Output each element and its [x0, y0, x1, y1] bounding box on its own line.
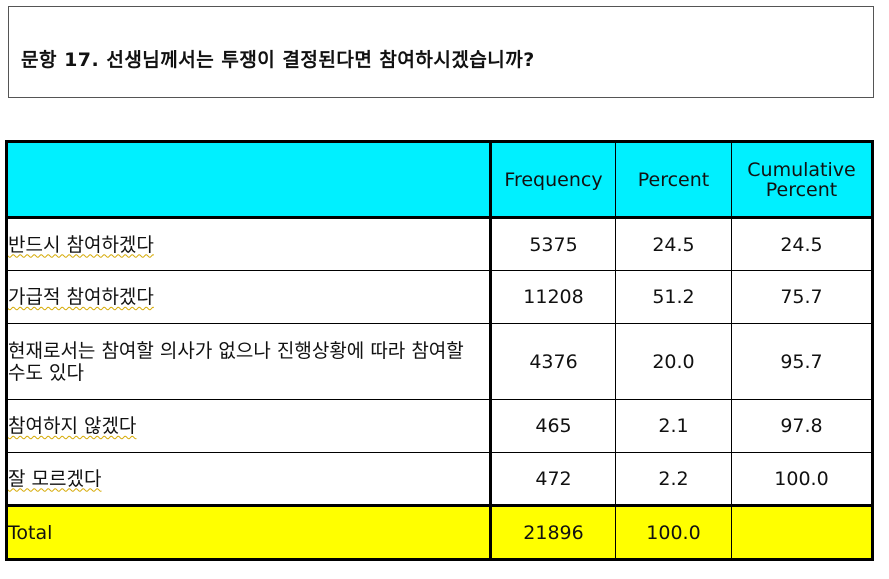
header-cumulative-line1: Cumulative	[747, 158, 856, 181]
row-percent: 24.5	[615, 217, 732, 271]
row-label-text: 가급적 참여하겠다	[8, 286, 154, 308]
row-frequency: 465	[490, 399, 616, 453]
header-cumulative-percent: Cumulative Percent	[731, 141, 873, 219]
row-percent: 2.2	[615, 452, 732, 506]
question-box: 문항 17. 선생님께서는 투쟁이 결정된다면 참여하시겠습니까?	[8, 6, 874, 98]
row-label-text: 반드시 참여하겠다	[8, 233, 154, 256]
row-label: 현재로서는 참여할 의사가 없으나 진행상황에 따라 참여할 수도 있다	[6, 323, 492, 400]
table-header-row: Frequency Percent Cumulative Percent	[6, 141, 873, 219]
frequency-table: Frequency Percent Cumulative Percent 반드시…	[5, 140, 874, 561]
row-percent: 2.1	[615, 399, 732, 453]
row-label-text: 참여하지 않겠다	[8, 415, 137, 437]
row-frequency: 11208	[490, 270, 616, 324]
total-cumulative	[731, 504, 873, 560]
row-label: 가급적 참여하겠다	[6, 270, 492, 324]
header-cumulative-line2: Percent	[765, 178, 838, 201]
row-label: 잘 모르겠다	[6, 452, 492, 506]
total-frequency: 21896	[490, 504, 616, 560]
table-row: 가급적 참여하겠다 11208 51.2 75.7	[6, 270, 873, 324]
row-cumulative: 100.0	[731, 452, 873, 506]
question-title: 문항 17. 선생님께서는 투쟁이 결정된다면 참여하시겠습니까?	[21, 49, 535, 71]
total-label: Total	[6, 504, 492, 560]
row-cumulative: 97.8	[731, 399, 873, 453]
row-percent: 20.0	[615, 323, 732, 400]
row-frequency: 5375	[490, 217, 616, 271]
table-row: 참여하지 않겠다 465 2.1 97.8	[6, 399, 873, 453]
row-cumulative: 75.7	[731, 270, 873, 324]
table-row: 잘 모르겠다 472 2.2 100.0	[6, 452, 873, 506]
row-cumulative: 95.7	[731, 323, 873, 400]
row-percent: 51.2	[615, 270, 732, 324]
row-frequency: 472	[490, 452, 616, 506]
table-row: 반드시 참여하겠다 5375 24.5 24.5	[6, 217, 873, 271]
row-label: 참여하지 않겠다	[6, 399, 492, 453]
row-label-text: 현재로서는 참여할 의사가 없으나 진행상황에 따라 참여할 수도 있다	[8, 339, 464, 384]
row-label-text: 잘 모르겠다	[8, 467, 102, 490]
header-empty-cell	[6, 141, 492, 219]
row-label: 반드시 참여하겠다	[6, 217, 492, 271]
header-frequency: Frequency	[490, 141, 616, 219]
header-percent: Percent	[615, 141, 732, 219]
row-cumulative: 24.5	[731, 217, 873, 271]
total-row: Total 21896 100.0	[6, 504, 873, 560]
total-percent: 100.0	[615, 504, 732, 560]
table-row: 현재로서는 참여할 의사가 없으나 진행상황에 따라 참여할 수도 있다 437…	[6, 323, 873, 400]
row-frequency: 4376	[490, 323, 616, 400]
